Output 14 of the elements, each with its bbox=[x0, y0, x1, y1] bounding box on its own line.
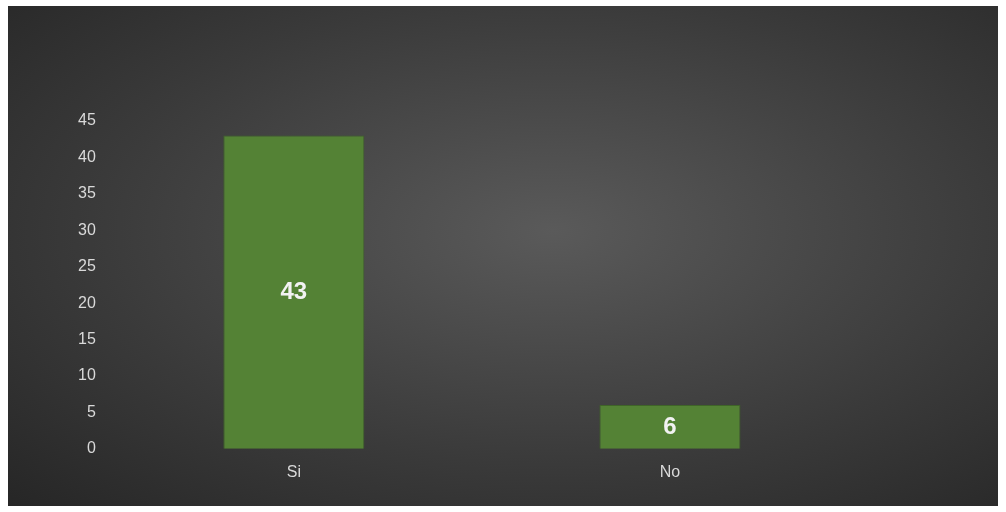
y-tick-label: 40 bbox=[78, 147, 96, 165]
y-tick-label: 20 bbox=[78, 293, 96, 311]
x-tick-label: Si bbox=[286, 462, 301, 480]
y-tick-label: 35 bbox=[78, 184, 96, 202]
data-label: 6 bbox=[663, 411, 677, 439]
y-tick-label: 25 bbox=[78, 257, 96, 275]
y-tick-label: 30 bbox=[78, 220, 96, 238]
y-tick-label: 5 bbox=[86, 402, 96, 420]
y-tick-label: 45 bbox=[78, 111, 96, 129]
y-tick-label: 10 bbox=[78, 366, 96, 384]
x-tick-label: No bbox=[659, 462, 681, 480]
y-tick-label: 0 bbox=[86, 439, 96, 457]
y-tick-label: 15 bbox=[78, 329, 96, 347]
data-label: 43 bbox=[280, 276, 308, 304]
